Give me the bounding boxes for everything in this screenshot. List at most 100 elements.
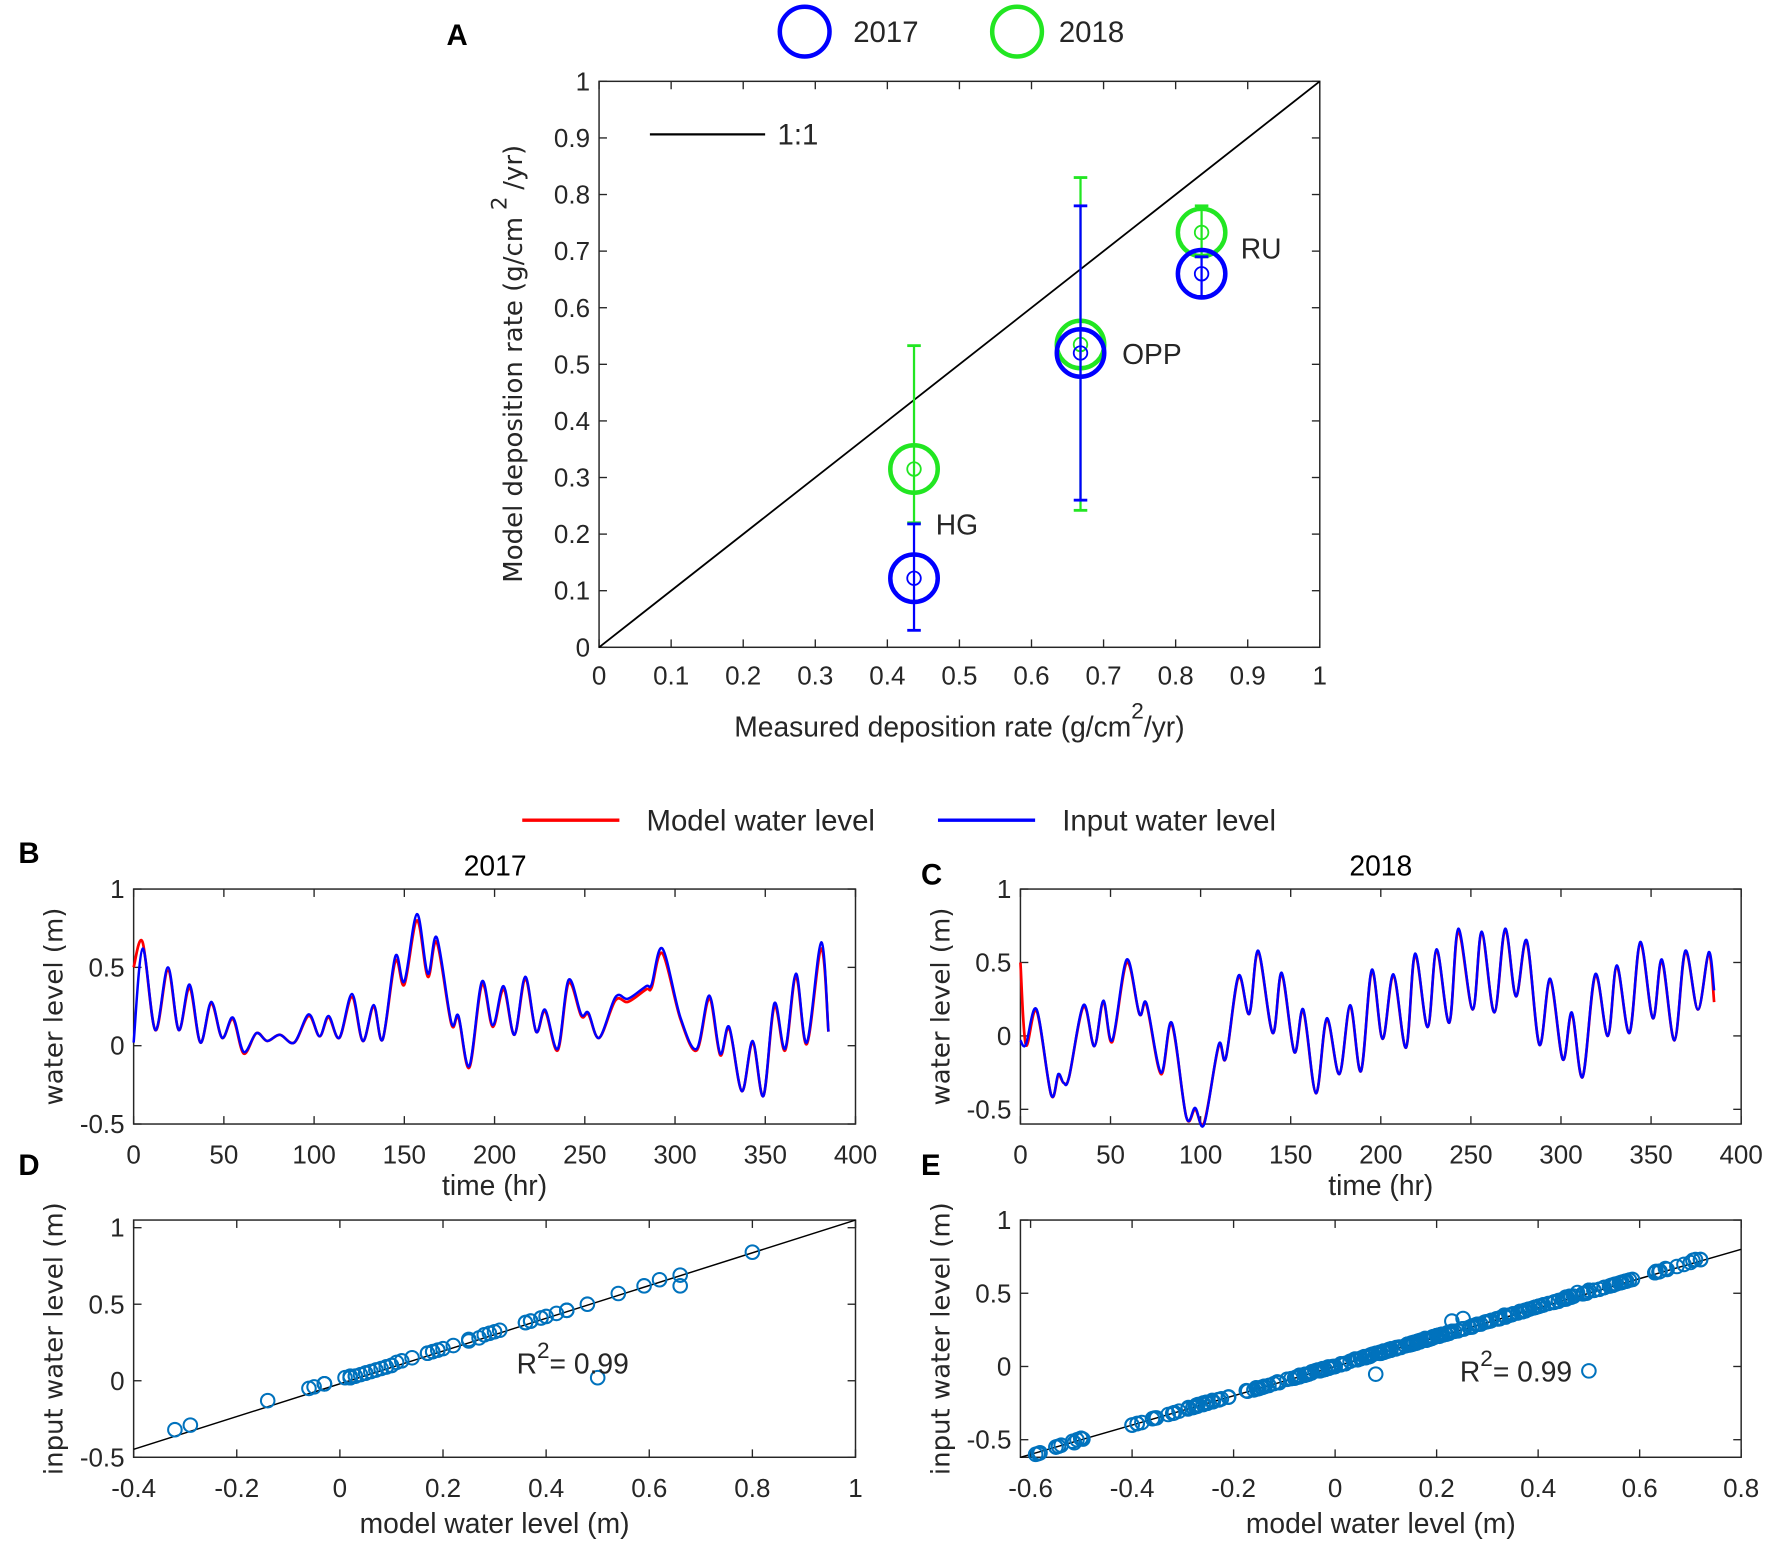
scatter-point — [538, 1308, 554, 1325]
y-tick-label: 0.6 — [554, 293, 590, 323]
panel-c-chart: 0 50 100 150 200 250 300 350 400-0.500.512018tim… — [926, 849, 1763, 1201]
site-label: RU — [1241, 233, 1282, 265]
x-tick-label: 0.5 — [941, 661, 977, 691]
scatter-point — [1050, 1438, 1067, 1455]
legend-label-model: Model water level — [647, 804, 875, 837]
scatter-point — [1266, 1375, 1282, 1392]
scatter-point — [672, 1267, 688, 1283]
y-tick-label: 0.3 — [554, 463, 590, 493]
x-tick-label: 0.7 — [1086, 661, 1122, 691]
x-tick-label: 0.6 — [1622, 1473, 1658, 1503]
marker-small-circle — [1072, 345, 1089, 361]
x-tick-label: 0 — [333, 1473, 347, 1503]
chart-title: 2017 — [464, 849, 527, 881]
scatter-point — [1490, 1311, 1506, 1327]
x-tick-label: 0.2 — [425, 1473, 461, 1503]
x-tick-label: 50 — [1096, 1140, 1125, 1170]
marker-small-circle — [906, 570, 922, 586]
y-axis-label: Model deposition rate (g/cm2/yr) — [487, 145, 529, 583]
scatter-point — [1682, 1254, 1699, 1271]
y-tick-label: 1 — [576, 66, 590, 96]
y-tick-label: 0 — [576, 632, 590, 662]
y-tick-label: -0.5 — [967, 1094, 1012, 1124]
marker-small-circle — [1193, 224, 1210, 241]
scatter-point — [1421, 1331, 1437, 1348]
x-tick-label: 0.6 — [1013, 661, 1049, 691]
scatter-point — [1455, 1310, 1471, 1327]
x-tick-label: 0.8 — [1158, 661, 1194, 691]
x-tick-label: 0.4 — [528, 1473, 564, 1503]
y-tick-label: -0.5 — [967, 1425, 1012, 1455]
plot-box — [132, 1219, 857, 1459]
scatter-point — [1220, 1389, 1237, 1406]
scatter-point — [1479, 1313, 1496, 1330]
x-tick-label: 0 — [592, 661, 606, 691]
x-tick-label: 0.8 — [734, 1473, 770, 1503]
x-tick-label: 0.2 — [1419, 1473, 1455, 1503]
x-tick-label: 50 — [209, 1140, 238, 1170]
x-tick-label: 250 — [563, 1140, 606, 1170]
y-tick-label: 1 — [997, 874, 1011, 904]
x-tick-label: -0.2 — [214, 1473, 259, 1503]
y-tick-label: 0.1 — [554, 576, 590, 606]
scatter-point — [259, 1392, 276, 1409]
y-axis-label: water level (m) — [39, 908, 69, 1106]
x-tick-label: 200 — [1359, 1140, 1402, 1170]
x-tick-label: 0 — [1328, 1473, 1342, 1503]
scatter-point — [1297, 1366, 1314, 1383]
scatter-point — [558, 1302, 575, 1319]
scatter-point — [167, 1421, 183, 1438]
y-tick-label: 0 — [110, 1031, 124, 1061]
x-tick-label: 1 — [848, 1473, 862, 1503]
scatter-point — [435, 1340, 451, 1357]
scatter-point — [522, 1313, 539, 1329]
scatter-point — [1271, 1374, 1288, 1391]
scatter-point — [445, 1337, 462, 1354]
y-tick-label: 0.5 — [975, 948, 1011, 978]
panel-a-chart: 0 0.1 0.2 0.3 0.4 0.5 0.6 0.7 0.8 0.9 1 0 0.1 0.2 0.3 0… — [487, 66, 1327, 742]
r-squared-label: R2= 0.99 — [517, 1338, 629, 1380]
scatter-point — [1669, 1258, 1685, 1275]
scatter-point — [316, 1376, 333, 1392]
input-water-level-line — [132, 912, 830, 1098]
y-tick-label: 0 — [997, 1021, 1011, 1051]
scatter-point — [1069, 1431, 1085, 1448]
legend-marker-2017 — [777, 4, 832, 59]
x-axis-label: time (hr) — [1328, 1169, 1433, 1201]
scatter-point — [1251, 1380, 1267, 1396]
scatter-point — [1431, 1328, 1448, 1345]
legend-label-input: Input water level — [1062, 804, 1276, 837]
plot-box — [1019, 1219, 1742, 1459]
x-tick-label: 400 — [834, 1140, 877, 1170]
y-tick-label: 0.5 — [88, 1289, 124, 1319]
scatter-point — [1517, 1303, 1534, 1319]
y-tick-label: 0.4 — [554, 406, 590, 436]
data-point-ru-2017 — [1175, 247, 1228, 300]
scatter-point — [1367, 1366, 1384, 1382]
y-tick-label: 0.7 — [554, 236, 590, 266]
scatter-point — [1647, 1264, 1663, 1281]
legend-label-2017: 2017 — [853, 16, 918, 49]
input-water-level-line — [1019, 927, 1716, 1128]
x-axis-label: model water level (m) — [360, 1507, 630, 1539]
y-tick-label: -0.5 — [80, 1442, 125, 1472]
scatter-point — [1066, 1434, 1083, 1451]
site-label: OPP — [1122, 338, 1182, 370]
panel-letter-d: D — [18, 1149, 39, 1182]
y-tick-label: 1 — [997, 1205, 1011, 1235]
y-axis-label: input water level (m) — [39, 1202, 69, 1475]
scatter-point — [486, 1323, 503, 1340]
model-water-level-line — [132, 919, 830, 1098]
y-tick-label: 0.9 — [554, 123, 590, 153]
plot-box — [132, 888, 857, 1125]
x-tick-label: 0 — [1013, 1140, 1027, 1170]
scatter-point — [1581, 1363, 1597, 1379]
x-tick-label: 300 — [653, 1140, 696, 1170]
scatter-point — [1289, 1369, 1306, 1386]
scatter-point — [1545, 1294, 1561, 1311]
x-tick-label: 350 — [1629, 1140, 1672, 1170]
x-tick-label: 0.3 — [797, 661, 833, 691]
scatter-point — [1317, 1361, 1333, 1378]
x-tick-label: 0.1 — [653, 661, 689, 691]
scatter-point — [1685, 1252, 1701, 1269]
